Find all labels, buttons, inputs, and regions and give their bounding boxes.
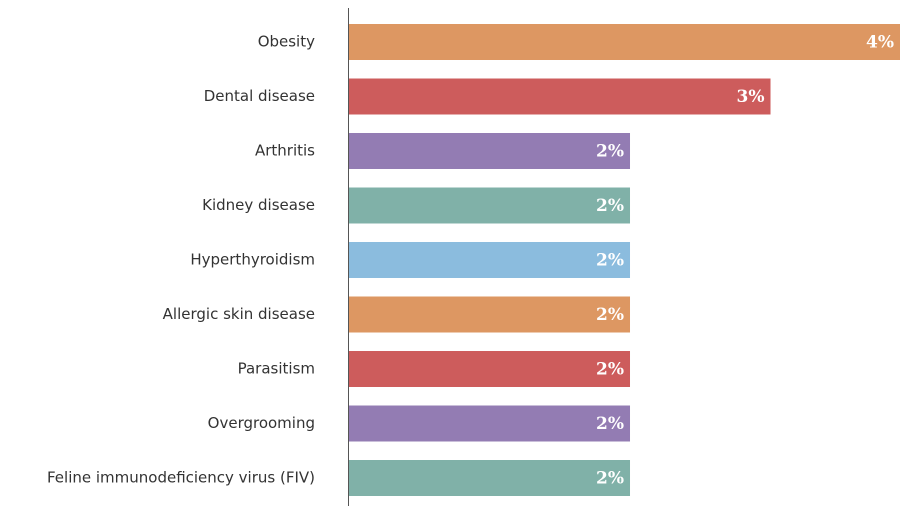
category-label: Parasitism [238, 360, 315, 378]
value-label: 2% [596, 360, 624, 380]
category-label: Dental disease [204, 87, 315, 105]
value-label: 2% [596, 469, 624, 489]
category-label: Allergic skin disease [163, 305, 315, 323]
value-label: 3% [737, 87, 765, 107]
category-label: Kidney disease [202, 196, 315, 214]
category-label: Obesity [258, 33, 315, 51]
value-label: 2% [596, 251, 624, 271]
bar [349, 24, 900, 60]
category-label: Feline immunodeficiency virus (FIV) [47, 469, 315, 487]
category-label: Overgrooming [208, 414, 315, 432]
value-label: 2% [596, 142, 624, 162]
bar [349, 405, 631, 442]
category-label: Arthritis [255, 142, 315, 160]
bar [349, 351, 631, 387]
bar [349, 133, 631, 169]
value-label: 4% [866, 33, 894, 53]
value-label: 2% [596, 196, 624, 216]
category-label: Hyperthyroidism [190, 251, 315, 269]
bar [349, 460, 631, 496]
bar [349, 296, 631, 333]
value-label: 2% [596, 305, 624, 325]
value-label: 2% [596, 414, 624, 434]
bar [349, 187, 631, 224]
bar [349, 78, 771, 115]
bar [349, 242, 631, 278]
